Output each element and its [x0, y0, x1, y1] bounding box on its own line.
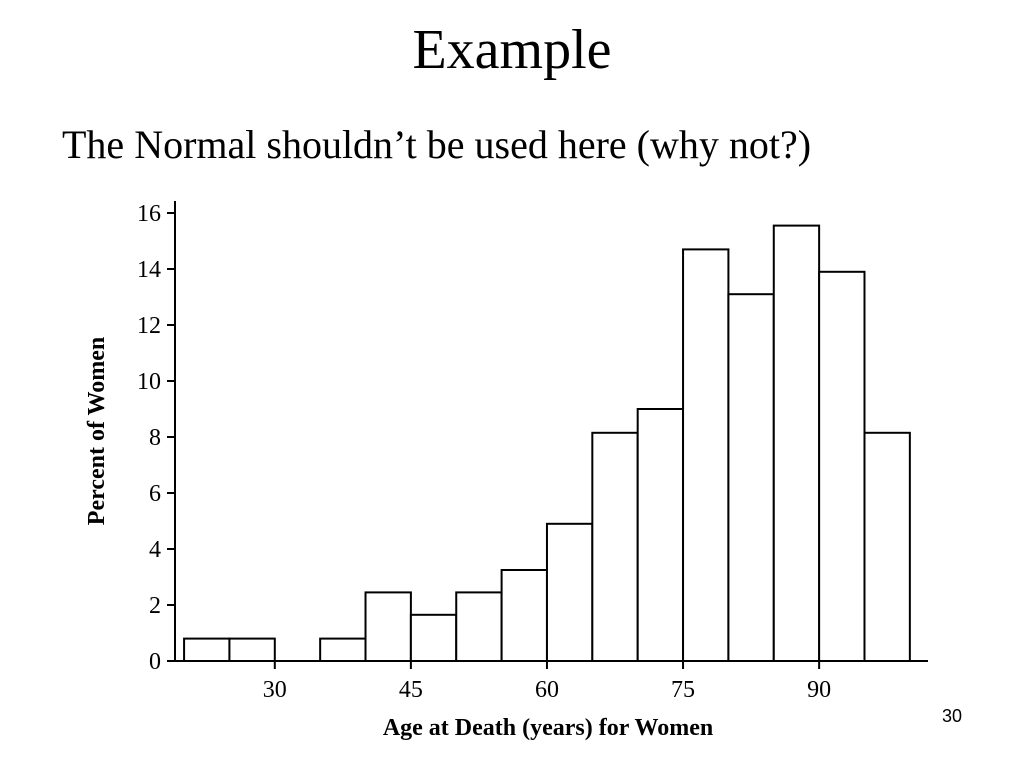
histogram-bar: [545, 522, 594, 662]
y-tick-label: 2: [149, 593, 161, 619]
bars-group: [183, 224, 911, 663]
histogram-bar: [818, 270, 866, 662]
y-tick-label: 0: [149, 649, 161, 675]
y-tick-label: 12: [137, 313, 161, 339]
x-axis-title: Age at Death (years) for Women: [383, 715, 713, 741]
x-tick-label: 90: [807, 677, 831, 703]
y-tick-label: 10: [137, 369, 161, 395]
histogram-bar: [409, 613, 458, 662]
x-tick-label: 30: [263, 677, 287, 703]
slide-title: Example: [412, 19, 612, 81]
histogram-bar: [364, 591, 412, 663]
histogram-bar: [319, 637, 367, 662]
y-tick-label: 16: [137, 201, 161, 227]
x-tick-label: 45: [399, 677, 423, 703]
y-tick-label: 6: [149, 481, 161, 507]
x-axis-ticks: 30 45 60 75 90: [263, 661, 831, 703]
y-axis-ticks: 0 2 4 6 8 10 12 14 16: [137, 201, 175, 675]
slide-subtitle: The Normal shouldn’t be used here (why n…: [62, 122, 812, 167]
histogram-bar: [772, 224, 821, 662]
histogram-bar: [183, 637, 231, 662]
histogram-bar: [591, 431, 639, 662]
y-tick-label: 8: [149, 425, 161, 451]
histogram-bar: [500, 569, 548, 662]
histogram-bar: [727, 293, 775, 662]
histogram-bar: [455, 591, 503, 663]
x-tick-label: 75: [671, 677, 695, 703]
x-tick-label: 60: [535, 677, 559, 703]
histogram-bar: [863, 431, 911, 662]
y-tick-label: 14: [137, 257, 161, 283]
histogram-bar: [636, 408, 685, 662]
histogram-bar: [228, 637, 276, 662]
y-tick-label: 4: [149, 537, 161, 563]
y-axis-title: Percent of Women: [84, 337, 110, 525]
page-number: 30: [941, 706, 962, 726]
histogram-bar: [682, 248, 730, 662]
